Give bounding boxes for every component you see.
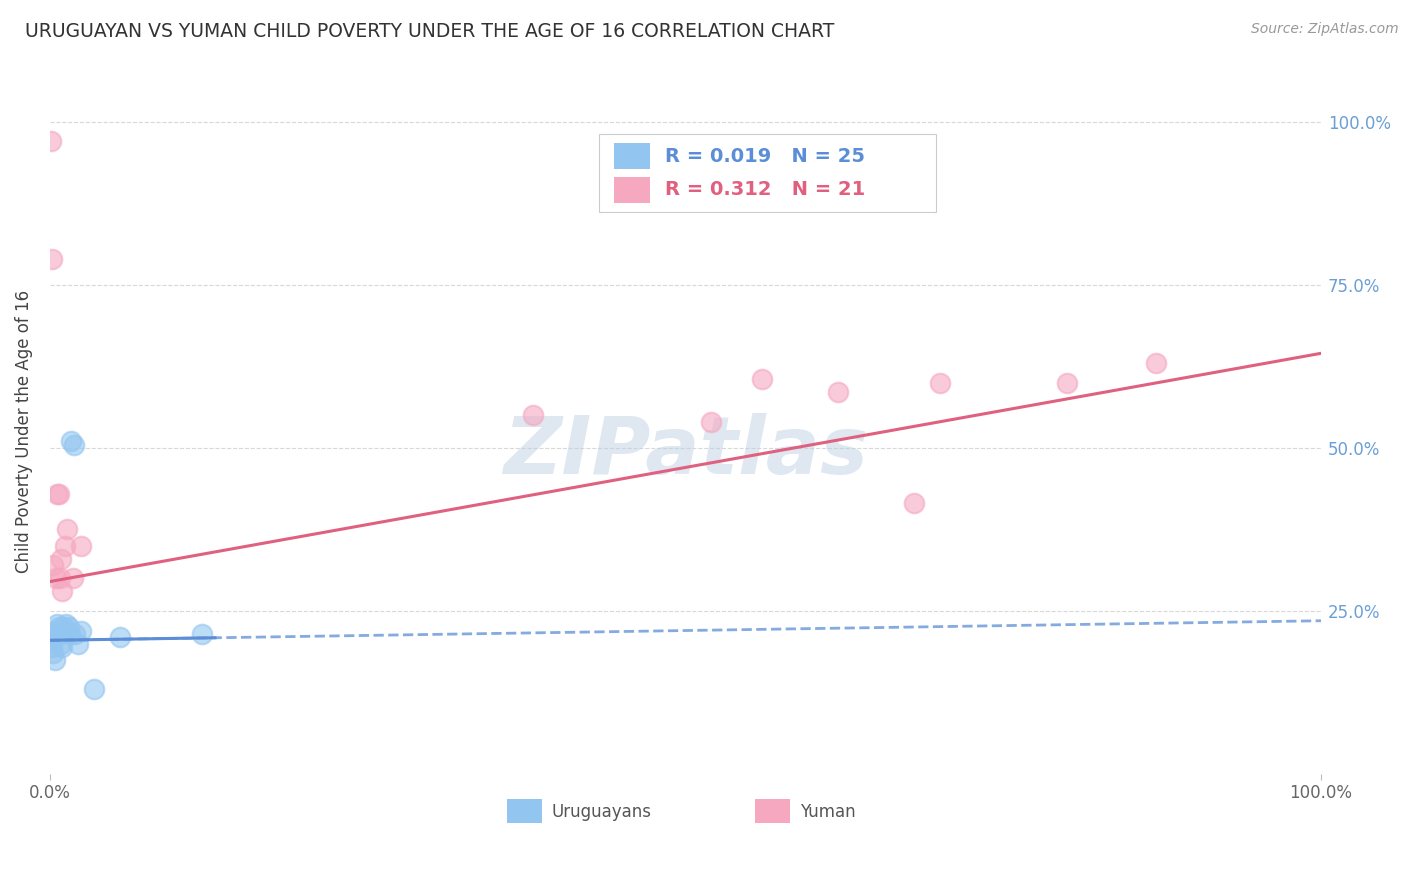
Point (928, 376, 950, 390)
Point (70, 624, 93, 638)
Point (49, 627, 72, 641)
Point (66, 636, 89, 650)
Point (53, 624, 76, 638)
Point (827, 385, 849, 400)
Point (903, 496, 925, 510)
Point (44, 653, 66, 667)
Point (39, 134, 62, 148)
Point (60, 434, 83, 449)
Bar (614, 177, 650, 202)
Text: Yuman: Yuman (800, 803, 855, 821)
Point (70, 539, 93, 553)
Point (48, 620, 70, 634)
Point (42, 558, 65, 573)
Point (83, 682, 105, 697)
Point (108, 630, 131, 644)
Text: Source: ZipAtlas.com: Source: ZipAtlas.com (1251, 22, 1399, 37)
Point (56, 624, 79, 638)
Point (42, 646, 65, 660)
Text: R = 0.312   N = 21: R = 0.312 N = 21 (665, 180, 865, 199)
Point (191, 627, 214, 641)
Point (522, 409, 544, 423)
Point (700, 415, 723, 429)
Point (1056, 376, 1078, 390)
Point (49, 551, 72, 566)
Point (58, 620, 80, 634)
Point (45, 624, 67, 638)
Point (59, 627, 82, 641)
Point (49, 571, 72, 585)
Point (62, 571, 84, 585)
Point (51, 640, 73, 654)
Bar (755, 798, 790, 823)
Point (63, 437, 86, 451)
Point (55, 617, 77, 632)
Point (46, 617, 69, 632)
Point (52, 620, 75, 634)
Point (46, 627, 69, 641)
Point (51, 584, 73, 599)
Point (56, 523, 79, 537)
Text: Uruguayans: Uruguayans (553, 803, 652, 821)
Point (1144, 356, 1167, 370)
Bar (614, 144, 650, 169)
Point (41, 252, 63, 266)
Y-axis label: Child Poverty Under the Age of 16: Child Poverty Under the Age of 16 (15, 290, 32, 574)
Point (751, 372, 773, 386)
FancyBboxPatch shape (599, 134, 936, 212)
Point (45, 571, 67, 585)
Point (53, 539, 76, 553)
Text: URUGUAYAN VS YUMAN CHILD POVERTY UNDER THE AGE OF 16 CORRELATION CHART: URUGUAYAN VS YUMAN CHILD POVERTY UNDER T… (25, 22, 835, 41)
Point (49, 636, 72, 650)
Bar (508, 798, 541, 823)
Point (63, 627, 86, 641)
Point (48, 486, 70, 500)
Point (46, 486, 69, 500)
Point (41, 640, 63, 654)
Text: R = 0.019   N = 25: R = 0.019 N = 25 (665, 147, 865, 166)
Text: ZIPatlas: ZIPatlas (503, 413, 868, 491)
Point (39, 633, 62, 648)
